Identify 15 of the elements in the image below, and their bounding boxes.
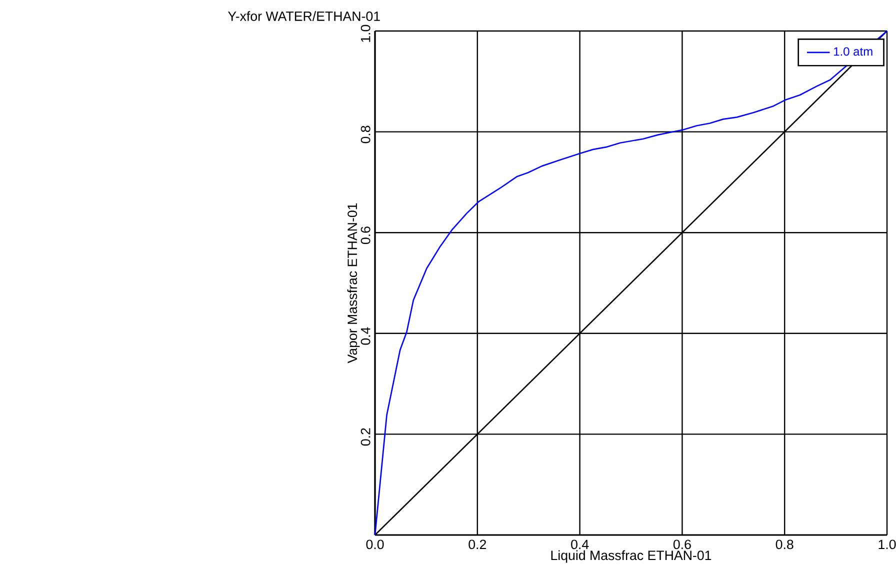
x-tick-label: 0.6 [673,540,691,550]
x-tick-label: 1.0 [878,540,896,550]
x-tick-label: 0.8 [776,540,794,550]
legend-label: 1.0 atm [834,47,872,56]
y-tick-label: 0.2 [360,428,370,446]
y-tick-label: 0.8 [360,126,370,144]
x-tick-label: 0.4 [571,540,589,550]
x-tick-label: 0.2 [468,540,486,550]
y-tick-label: 0.6 [360,226,370,244]
x-axis-title: Liquid Massfrac ETHAN-01 [551,550,712,563]
y-tick-label: 1.0 [360,24,370,42]
chart-title: Y-xfor WATER/ETHAN-01 [228,11,380,21]
y-tick-label: 0.4 [360,327,370,345]
x-tick-label: 0.0 [366,540,384,550]
y-axis-title: Vapor Massfrac ETHAN-01 [347,203,360,364]
